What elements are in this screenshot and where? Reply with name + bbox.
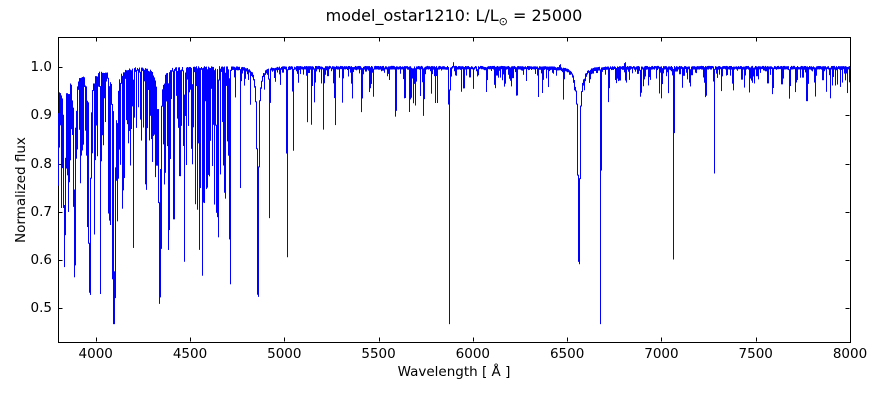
x-axis-label: Wavelength [ Å ] [397,364,511,380]
y-axis-label: Normalized flux [13,137,29,243]
